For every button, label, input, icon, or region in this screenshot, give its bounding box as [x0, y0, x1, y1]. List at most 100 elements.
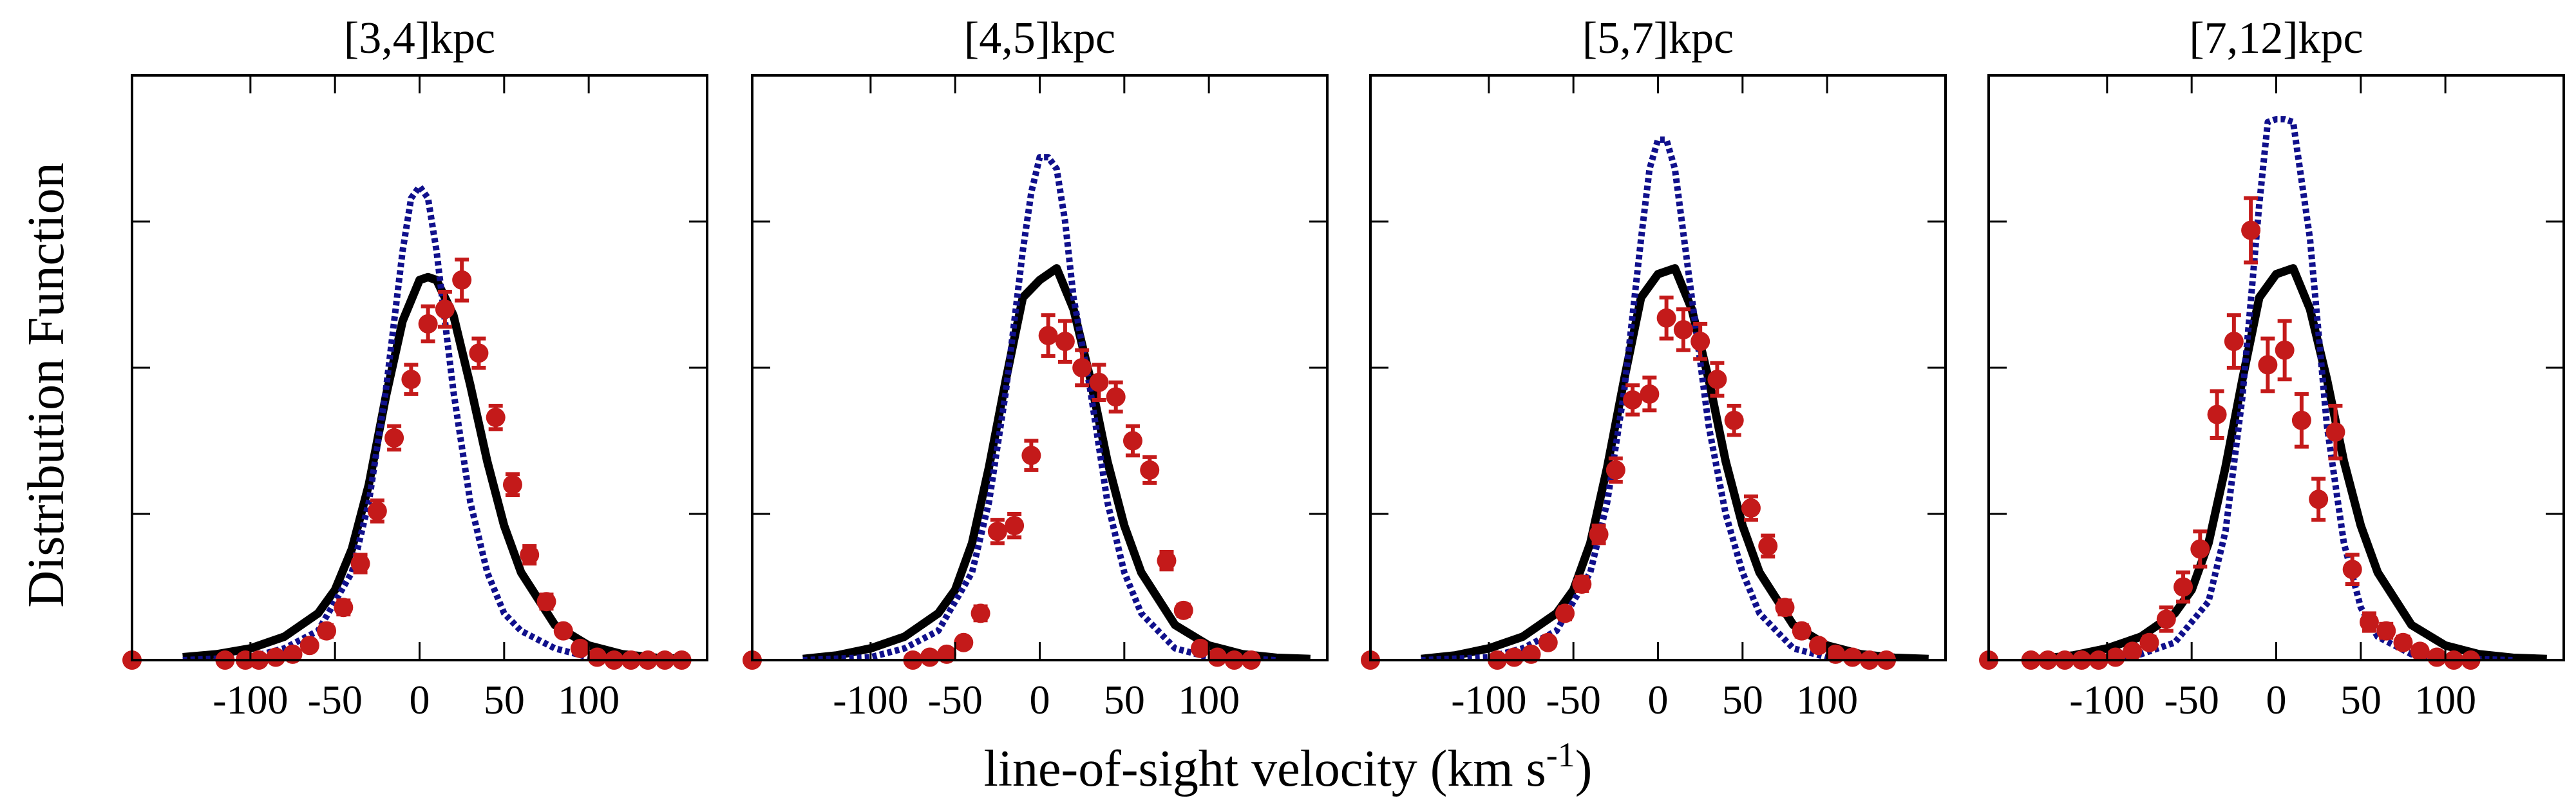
data-point [2427, 647, 2447, 667]
data-point [1106, 387, 1126, 407]
x-tick-label: 100 [558, 677, 620, 723]
x-tick-label: 50 [1722, 677, 1763, 723]
model-dotted-line [802, 154, 1277, 660]
data-point [1140, 460, 1160, 480]
panel-title: [3,4]kpc [344, 14, 495, 63]
data-point [1656, 308, 1676, 328]
x-tick-label: -100 [833, 677, 908, 723]
y-axis-label: Distribution Function [18, 162, 75, 607]
x-tick-label: 0 [2266, 677, 2287, 723]
data-point [401, 370, 421, 390]
data-point [1191, 638, 1211, 658]
x-tick-label: 0 [410, 677, 430, 723]
x-tick-label: -50 [1546, 677, 1601, 723]
data-point [1775, 598, 1795, 618]
data-point [2190, 539, 2210, 559]
data-point [384, 428, 404, 448]
data-point [920, 647, 940, 667]
panel-title: [5,7]kpc [1582, 14, 1734, 63]
data-point [2207, 404, 2227, 424]
data-point [1538, 632, 1558, 652]
x-tick-label: -100 [213, 677, 288, 723]
data-point [1504, 647, 1524, 667]
data-point [1724, 410, 1744, 430]
data-point [1208, 647, 1227, 667]
x-tick-label: 50 [1104, 677, 1145, 723]
data-point [1089, 372, 1109, 392]
data-point [1707, 370, 1727, 390]
data-point [418, 314, 438, 334]
data-point [2376, 621, 2396, 641]
x-tick-label: 0 [1648, 677, 1669, 723]
data-point [520, 545, 540, 565]
panel-title: [4,5]kpc [964, 14, 1115, 63]
data-point [2139, 632, 2159, 652]
panel-4: [7,12]kpc -100 -50 0 50 100 [1979, 14, 2565, 723]
data-point [1021, 446, 1041, 466]
plot-frame [1369, 74, 1947, 661]
data-point [1038, 326, 1058, 346]
data-point [971, 603, 990, 623]
data-point [2105, 647, 2125, 667]
data-point [2359, 612, 2379, 632]
data-point [1005, 516, 1025, 536]
data-point [2275, 340, 2295, 360]
x-tick-label: -100 [2069, 677, 2145, 723]
x-tick-label: -50 [308, 677, 363, 723]
data-point [1589, 524, 1609, 544]
data-point [2258, 355, 2278, 375]
data-point [2123, 641, 2143, 661]
data-point [452, 270, 472, 290]
x-tick-label: 100 [1796, 677, 1858, 723]
data-point [1809, 636, 1829, 656]
data-point [1605, 460, 1625, 480]
model-solid-line [182, 272, 690, 660]
data-point [1690, 332, 1710, 352]
data-point [1122, 431, 1142, 451]
data-point [1792, 621, 1812, 641]
plot-frame [751, 74, 1329, 661]
data-point [502, 475, 522, 495]
x-tick-label: -50 [928, 677, 983, 723]
data-point [1072, 358, 1092, 377]
x-tick-label: 50 [2340, 677, 2382, 723]
data-point [317, 621, 337, 641]
data-point [571, 638, 591, 658]
data-point [1572, 574, 1592, 594]
data-point [536, 592, 556, 612]
model-dotted-line [2039, 116, 2514, 660]
model-dotted-line [1421, 136, 1895, 660]
x-tick-label: 0 [1030, 677, 1050, 723]
data-point [2291, 410, 2311, 430]
model-solid-line [2039, 264, 2547, 660]
x-tick-label: 100 [2414, 677, 2476, 723]
data-point [469, 343, 489, 363]
data-point [266, 647, 286, 667]
data-point [367, 501, 387, 521]
data-point [1640, 384, 1660, 404]
data-point [1842, 647, 1862, 667]
x-tick-label: 100 [1178, 677, 1240, 723]
panel-1: [3,4]kpc -100 -50 0 50 100 [122, 14, 708, 723]
data-point [2174, 577, 2193, 597]
plot-frame [131, 74, 708, 661]
x-tick-label: -100 [1451, 677, 1526, 723]
data-point [2224, 332, 2244, 352]
data-point [435, 299, 455, 319]
data-point [1623, 390, 1643, 410]
data-point [2241, 220, 2261, 240]
data-point [987, 522, 1007, 542]
data-point [587, 647, 607, 667]
data-point [954, 632, 974, 652]
panel-3: [5,7]kpc -100 -50 0 50 100 [1361, 14, 1947, 723]
data-point [486, 408, 506, 428]
x-tick-label: 50 [484, 677, 525, 723]
data-point [553, 621, 573, 641]
data-point [1173, 600, 1193, 620]
data-point [1157, 551, 1177, 571]
data-point [334, 598, 354, 618]
data-point [1673, 319, 1693, 339]
panel-2: [4,5]kpc -100 -50 0 50 100 [743, 14, 1329, 723]
x-axis-label: line-of-sight velocity (km s-1) [984, 735, 1593, 797]
